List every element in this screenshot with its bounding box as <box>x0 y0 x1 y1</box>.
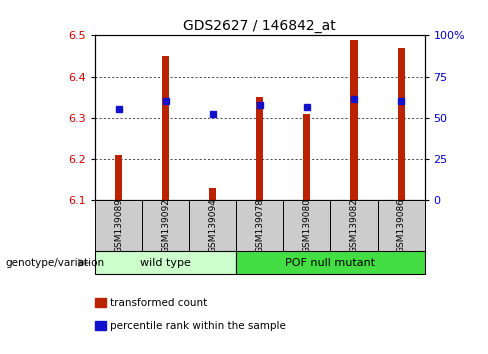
FancyBboxPatch shape <box>378 200 425 251</box>
Text: percentile rank within the sample: percentile rank within the sample <box>110 321 285 331</box>
Text: POF null mutant: POF null mutant <box>285 258 375 268</box>
Text: GSM139080: GSM139080 <box>303 198 311 253</box>
Bar <box>162 56 169 200</box>
Bar <box>398 48 405 200</box>
FancyBboxPatch shape <box>95 200 142 251</box>
Bar <box>256 97 264 200</box>
Text: GSM139082: GSM139082 <box>349 198 359 253</box>
FancyBboxPatch shape <box>95 251 236 274</box>
FancyBboxPatch shape <box>189 200 236 251</box>
FancyBboxPatch shape <box>236 251 425 274</box>
FancyBboxPatch shape <box>330 200 378 251</box>
FancyBboxPatch shape <box>284 200 330 251</box>
FancyBboxPatch shape <box>236 200 284 251</box>
Polygon shape <box>78 258 90 267</box>
Bar <box>115 155 122 200</box>
Bar <box>350 40 358 200</box>
Text: GSM139089: GSM139089 <box>114 198 123 253</box>
Polygon shape <box>95 321 106 330</box>
Text: GSM139078: GSM139078 <box>255 198 264 253</box>
Text: transformed count: transformed count <box>110 298 207 308</box>
Text: GSM139094: GSM139094 <box>208 198 217 253</box>
Polygon shape <box>95 298 106 307</box>
FancyBboxPatch shape <box>142 200 189 251</box>
Bar <box>304 114 310 200</box>
Text: GSM139086: GSM139086 <box>397 198 406 253</box>
Text: GSM139092: GSM139092 <box>161 198 170 253</box>
Bar <box>209 188 216 200</box>
Text: wild type: wild type <box>141 258 191 268</box>
Text: genotype/variation: genotype/variation <box>5 258 104 268</box>
Title: GDS2627 / 146842_at: GDS2627 / 146842_at <box>183 19 336 33</box>
